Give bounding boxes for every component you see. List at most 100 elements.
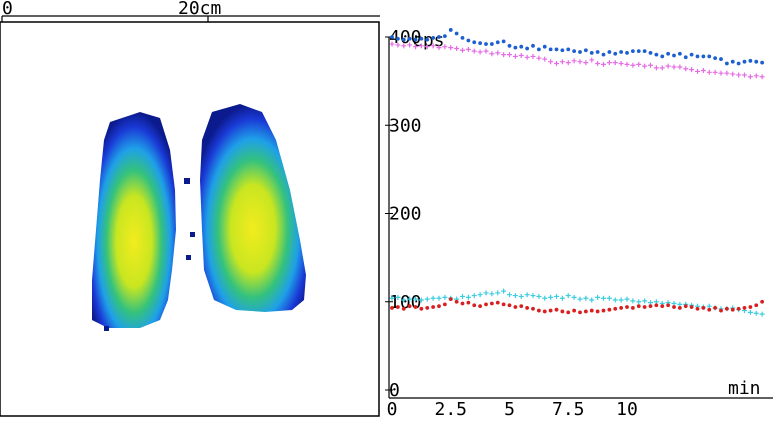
series-1-point [601, 52, 606, 57]
series-2-point [695, 68, 700, 74]
series-1-point [519, 44, 524, 49]
series-3-point [395, 294, 401, 300]
series-2-point [460, 47, 465, 53]
series-2-point [747, 74, 753, 80]
image-speck [184, 178, 190, 184]
series-3-point [595, 294, 601, 300]
series-2-point [753, 73, 759, 79]
series-2-point [389, 41, 395, 47]
series-2-point [571, 58, 577, 64]
series-2-point [536, 55, 542, 61]
series-4-point [724, 306, 729, 311]
series-1-point [431, 35, 436, 40]
series-2-point [648, 62, 653, 68]
series-3-point [530, 293, 536, 299]
series-2-point [495, 50, 501, 56]
series-3-point [401, 297, 407, 303]
series-1-point [683, 55, 688, 60]
series-4-point [748, 305, 753, 309]
series-2-point [524, 54, 530, 60]
series-4-point [554, 307, 559, 312]
series-2-point [512, 53, 518, 59]
series-1-point [413, 37, 418, 42]
series-2-point [630, 62, 636, 68]
series-4-point [707, 307, 712, 312]
series-4-point [466, 300, 471, 305]
series-3-point [571, 294, 577, 300]
series-1-point [625, 50, 629, 55]
series-2-point [483, 48, 489, 54]
series-4-point [507, 303, 512, 308]
series-4-point [460, 301, 465, 306]
series-1-point [554, 47, 559, 52]
series-2-point [407, 42, 413, 48]
series-4-point [413, 305, 418, 309]
series-2-point [624, 61, 630, 67]
series-4-point [666, 303, 671, 308]
series-1-point [548, 47, 553, 52]
series-1-point [501, 39, 506, 44]
series-4-point [425, 306, 430, 310]
series-2-point [653, 65, 659, 71]
series-1-point [560, 48, 565, 53]
series-1-point [507, 43, 512, 48]
series-1-point [525, 46, 530, 51]
series-1-point [736, 61, 741, 66]
series-4-point [448, 297, 453, 302]
series-4-point [642, 305, 647, 309]
series-4-point [601, 308, 606, 313]
series-1-point [666, 51, 671, 56]
series-4-point [754, 303, 759, 308]
series-4-point [536, 308, 541, 313]
series-2-point [559, 59, 565, 65]
series-1-point [407, 36, 412, 41]
y-tick-label: 0 [389, 380, 400, 401]
series-3-point [753, 310, 759, 316]
series-1-point [478, 41, 483, 46]
series-2-point [565, 60, 571, 66]
series-1-point [454, 31, 459, 36]
series-4-point [677, 306, 682, 310]
series-2-point [477, 49, 483, 55]
series-2-point [583, 60, 589, 66]
series-2-point [595, 60, 601, 66]
series-4-point [630, 306, 635, 310]
series-4-point [583, 309, 588, 314]
series-1-point [677, 51, 682, 56]
series-3-point [542, 295, 548, 301]
series-2-point [395, 42, 401, 48]
x-tick-label: 10 [616, 399, 638, 420]
series-3-point [524, 292, 530, 298]
series-4-point [531, 306, 535, 311]
series-1-point [630, 49, 635, 54]
series-1-point [748, 58, 753, 63]
scale-label-left: 0 [2, 0, 13, 19]
series-3-point [577, 296, 583, 302]
series-4-point [442, 302, 447, 307]
series-4-point [595, 309, 600, 314]
series-4-point [719, 308, 723, 313]
series-1-point [707, 54, 712, 59]
series-4-point [454, 299, 459, 304]
series-1-point [542, 44, 547, 49]
series-4-point [672, 305, 676, 309]
series-2-point [606, 60, 612, 66]
series-3-point [518, 293, 524, 299]
series-3-point [436, 295, 442, 301]
series-3-point [642, 298, 648, 304]
series-4-point [660, 304, 665, 309]
series-1-point [460, 35, 465, 40]
series-1-point [489, 42, 494, 46]
series-3-point [536, 293, 542, 299]
series-3-point [460, 293, 465, 299]
series-4-point [548, 308, 553, 313]
series-1-point [419, 36, 424, 41]
series-3-point [554, 293, 559, 299]
series-3-point [583, 295, 589, 301]
series-3-point [507, 292, 512, 298]
series-3-point [483, 290, 489, 296]
series-3-point [747, 309, 753, 315]
scale-label-mid: 20cm [178, 0, 221, 19]
image-speck [190, 232, 195, 237]
series-3-point [624, 296, 630, 302]
